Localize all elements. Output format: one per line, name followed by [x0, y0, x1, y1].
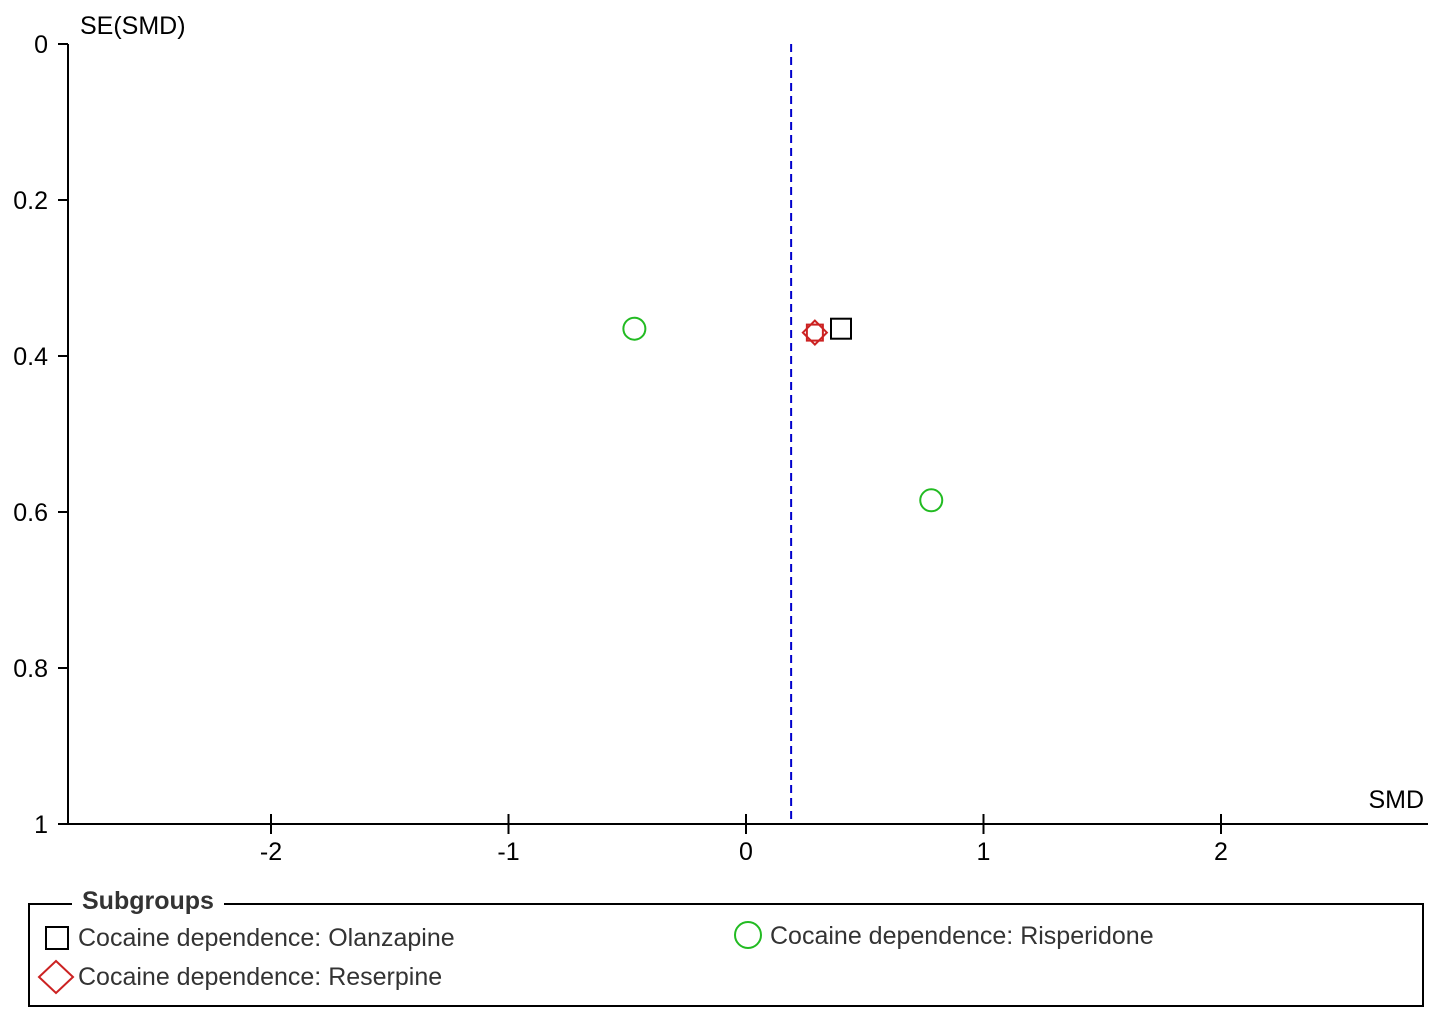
- x-tick-label: -1: [497, 838, 519, 866]
- data-point-olanzapine: [830, 317, 852, 340]
- x-tick-label: -2: [260, 838, 282, 866]
- y-tick-label: 1: [34, 811, 48, 839]
- y-tick-label: 0.4: [13, 343, 48, 371]
- legend-item-risperidone: Cocaine dependence: Risperidone: [726, 918, 1154, 954]
- circle-marker-icon: [726, 918, 770, 954]
- x-ticks: -2 -1 0 1 2: [260, 814, 1228, 866]
- axes: [58, 44, 1428, 825]
- legend-label: Cocaine dependence: Reserpine: [78, 962, 443, 991]
- y-tick-label: 0.2: [13, 187, 48, 215]
- legend-label: Cocaine dependence: Olanzapine: [78, 923, 455, 952]
- diamond-marker-icon: [34, 959, 78, 995]
- legend-box: [28, 903, 1424, 1007]
- square-marker-icon: [34, 920, 78, 956]
- x-axis-label: SMD: [1368, 786, 1424, 814]
- data-point-risperidone: [622, 316, 647, 341]
- x-tick-label: 2: [1214, 838, 1228, 866]
- y-tick-label: 0.6: [13, 499, 48, 527]
- legend-label: Cocaine dependence: Risperidone: [770, 921, 1154, 950]
- y-ticks: 0 0.2 0.4 0.6 0.8 1: [13, 31, 68, 839]
- funnel-plot: 0 0.2 0.4 0.6 0.8 1 -2 -1 0 1 2 SE(SMD) SMD: [13, 12, 1428, 866]
- legend-item-olanzapine: Cocaine dependence: Olanzapine: [34, 920, 455, 956]
- y-tick-label: 0.8: [13, 655, 48, 683]
- x-tick-label: 0: [739, 838, 753, 866]
- legend-title: Subgroups: [72, 884, 224, 918]
- data-points: [622, 316, 944, 513]
- y-tick-label: 0: [34, 31, 48, 59]
- x-tick-label: 1: [977, 838, 991, 866]
- data-point-reserpine-overlay: [805, 323, 824, 342]
- legend-item-reserpine: Cocaine dependence: Reserpine: [34, 959, 442, 995]
- y-axis-label: SE(SMD): [80, 12, 186, 40]
- data-point-risperidone: [919, 488, 944, 513]
